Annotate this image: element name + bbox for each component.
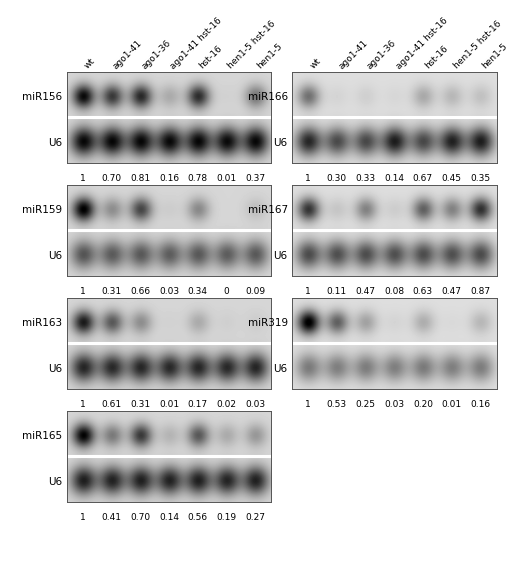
Text: 0.35: 0.35 [470, 174, 490, 183]
Text: 0.08: 0.08 [384, 287, 404, 296]
Text: 0.47: 0.47 [441, 287, 462, 296]
Text: 0.81: 0.81 [130, 174, 151, 183]
Text: 0.78: 0.78 [187, 174, 208, 183]
Text: 0.70: 0.70 [130, 513, 151, 522]
Text: 0.14: 0.14 [384, 174, 404, 183]
Text: 0.02: 0.02 [216, 400, 237, 409]
Text: miR156: miR156 [23, 93, 62, 103]
Text: 0.03: 0.03 [384, 400, 404, 409]
Text: hst-16: hst-16 [423, 44, 450, 71]
Text: 1: 1 [305, 287, 311, 296]
Text: hen1-5: hen1-5 [480, 42, 509, 71]
Text: miR163: miR163 [23, 319, 62, 328]
Text: 0.03: 0.03 [159, 287, 179, 296]
Text: U6: U6 [273, 364, 288, 374]
Text: ago1-36: ago1-36 [140, 38, 173, 71]
Text: 0.70: 0.70 [101, 174, 122, 183]
Text: ago1-36: ago1-36 [366, 38, 398, 71]
Text: 1: 1 [80, 174, 86, 183]
Text: 0.14: 0.14 [159, 513, 179, 522]
Text: 0.87: 0.87 [470, 287, 490, 296]
Text: 1: 1 [305, 174, 311, 183]
Text: 0.20: 0.20 [413, 400, 433, 409]
Text: 0.41: 0.41 [101, 513, 122, 522]
Text: ago1-41 hst-16: ago1-41 hst-16 [169, 16, 224, 71]
Text: 0.25: 0.25 [355, 400, 376, 409]
Text: 0.03: 0.03 [245, 400, 265, 409]
Text: 0.63: 0.63 [413, 287, 433, 296]
Text: U6: U6 [48, 477, 62, 487]
Text: miR319: miR319 [248, 319, 288, 328]
Text: 0.30: 0.30 [327, 174, 347, 183]
Text: miR159: miR159 [23, 206, 62, 215]
Text: 0.33: 0.33 [355, 174, 376, 183]
Text: 0.45: 0.45 [441, 174, 462, 183]
Text: hst-16: hst-16 [198, 44, 224, 71]
Text: 0.56: 0.56 [187, 513, 208, 522]
Text: 0.01: 0.01 [441, 400, 462, 409]
Text: 0.67: 0.67 [413, 174, 433, 183]
Text: 1: 1 [80, 400, 86, 409]
Text: wt: wt [83, 56, 97, 71]
Text: hen1-5 hst-16: hen1-5 hst-16 [452, 20, 503, 71]
Text: 1: 1 [80, 513, 86, 522]
Text: U6: U6 [48, 364, 62, 374]
Text: miR167: miR167 [248, 206, 288, 215]
Text: 1: 1 [305, 400, 311, 409]
Text: ago1-41 hst-16: ago1-41 hst-16 [394, 16, 449, 71]
Text: 0.53: 0.53 [327, 400, 347, 409]
Text: 0.37: 0.37 [245, 174, 265, 183]
Text: 0.09: 0.09 [245, 287, 265, 296]
Text: 0.01: 0.01 [159, 400, 179, 409]
Text: 0.47: 0.47 [355, 287, 376, 296]
Text: 0.01: 0.01 [216, 174, 237, 183]
Text: 0.11: 0.11 [327, 287, 347, 296]
Text: ago1-41: ago1-41 [337, 38, 370, 71]
Text: 0: 0 [223, 287, 229, 296]
Text: U6: U6 [273, 251, 288, 261]
Text: hen1-5: hen1-5 [255, 42, 284, 71]
Text: U6: U6 [48, 251, 62, 261]
Text: 0.16: 0.16 [470, 400, 490, 409]
Text: hen1-5 hst-16: hen1-5 hst-16 [226, 20, 278, 71]
Text: 0.31: 0.31 [130, 400, 151, 409]
Text: 0.17: 0.17 [187, 400, 208, 409]
Text: 0.27: 0.27 [245, 513, 265, 522]
Text: 0.31: 0.31 [101, 287, 122, 296]
Text: U6: U6 [273, 138, 288, 148]
Text: miR166: miR166 [248, 93, 288, 103]
Text: 0.19: 0.19 [216, 513, 237, 522]
Text: ago1-41: ago1-41 [112, 38, 144, 71]
Text: wt: wt [308, 56, 323, 71]
Text: 1: 1 [80, 287, 86, 296]
Text: 0.16: 0.16 [159, 174, 179, 183]
Text: miR165: miR165 [23, 431, 62, 441]
Text: 0.34: 0.34 [187, 287, 208, 296]
Text: U6: U6 [48, 138, 62, 148]
Text: 0.61: 0.61 [101, 400, 122, 409]
Text: 0.66: 0.66 [130, 287, 151, 296]
